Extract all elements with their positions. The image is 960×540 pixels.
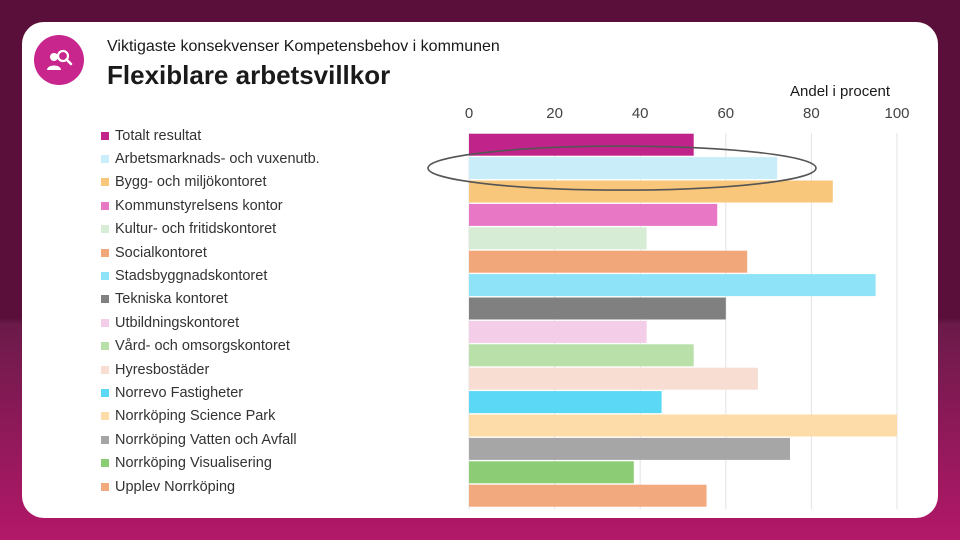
bar (469, 320, 647, 343)
legend-label: Norrköping Science Park (115, 408, 276, 425)
x-tick-label: 80 (803, 105, 820, 122)
legend-swatch (101, 155, 109, 164)
bar (469, 297, 726, 320)
bar (469, 250, 748, 273)
legend-item: Arbetsmarknads- och vuxenutb. (101, 147, 320, 170)
legend-swatch (101, 482, 109, 491)
bar (469, 367, 758, 390)
bar (469, 274, 876, 297)
x-tick-label: 20 (546, 105, 563, 122)
legend-item: Kommunstyrelsens kontor (101, 194, 320, 217)
bar (469, 484, 707, 507)
legend-item: Kultur- och fritidskontoret (101, 218, 320, 241)
bar (469, 391, 662, 414)
legend-swatch (101, 295, 109, 304)
legend-label: Bygg- och miljökontoret (115, 174, 267, 191)
chart-legend: Totalt resultat Arbetsmarknads- och vuxen… (101, 124, 320, 498)
legend-item: Bygg- och miljökontoret (101, 171, 320, 194)
bar (469, 133, 694, 156)
legend-swatch (101, 225, 109, 234)
legend-item: Vård- och omsorgskontoret (101, 335, 320, 358)
legend-label: Vård- och omsorgskontoret (115, 338, 290, 355)
legend-item: Norrköping Vatten och Avfall (101, 428, 320, 451)
bar (469, 180, 833, 203)
legend-swatch (101, 342, 109, 351)
legend-item: Norrköping Science Park (101, 405, 320, 428)
legend-label: Socialkontoret (115, 244, 207, 261)
legend-label: Kommunstyrelsens kontor (115, 197, 283, 214)
person-search-icon (47, 49, 73, 70)
legend-label: Norrköping Visualisering (115, 455, 272, 472)
legend-swatch (101, 248, 109, 257)
legend-item: Upplev Norrköping (101, 475, 320, 498)
legend-label: Stadsbyggnadskontoret (115, 268, 268, 285)
legend-swatch (101, 201, 109, 210)
bar (469, 344, 694, 367)
page-subtitle: Viktigaste konsekvenser Kompetensbehov i… (107, 38, 500, 55)
badge (34, 35, 84, 85)
legend-item: Utbildningskontoret (101, 311, 320, 334)
legend-swatch (101, 131, 109, 140)
legend-label: Arbetsmarknads- och vuxenutb. (115, 151, 320, 168)
x-tick-label: 0 (465, 105, 473, 122)
legend-item: Totalt resultat (101, 124, 320, 147)
legend-label: Norrköping Vatten och Avfall (115, 431, 297, 448)
page-title: Flexiblare arbetsvillkor (107, 60, 391, 90)
legend-item: Hyresbostäder (101, 358, 320, 381)
legend-label: Totalt resultat (115, 127, 202, 144)
legend-item: Socialkontoret (101, 241, 320, 264)
bar (469, 157, 778, 180)
legend-label: Upplev Norrköping (115, 478, 236, 495)
highlight-ellipse (427, 145, 817, 191)
legend-swatch (101, 459, 109, 468)
legend-item: Norrevo Fastigheter (101, 381, 320, 404)
bar (469, 227, 647, 250)
axis-unit-label: Andel i procent (790, 83, 891, 100)
x-tick-label: 60 (717, 105, 734, 122)
legend-item: Stadsbyggnadskontoret (101, 264, 320, 287)
legend-label: Utbildningskontoret (115, 314, 240, 331)
legend-swatch (101, 388, 109, 397)
legend-swatch (101, 178, 109, 187)
x-tick-label: 40 (632, 105, 649, 122)
bar (469, 461, 634, 484)
legend-swatch (101, 272, 109, 281)
bar (469, 437, 790, 460)
bar (469, 203, 718, 226)
legend-swatch (101, 318, 109, 327)
legend-swatch (101, 365, 109, 374)
legend-swatch (101, 435, 109, 444)
legend-swatch (101, 412, 109, 421)
legend-item: Norrköping Visualisering (101, 451, 320, 474)
bar (469, 414, 897, 437)
legend-item: Tekniska kontoret (101, 288, 320, 311)
legend-label: Hyresbostäder (115, 361, 210, 378)
legend-label: Norrevo Fastigheter (115, 384, 244, 401)
legend-label: Kultur- och fritidskontoret (115, 221, 277, 238)
x-tick-label: 100 (884, 105, 909, 122)
legend-label: Tekniska kontoret (115, 291, 228, 308)
